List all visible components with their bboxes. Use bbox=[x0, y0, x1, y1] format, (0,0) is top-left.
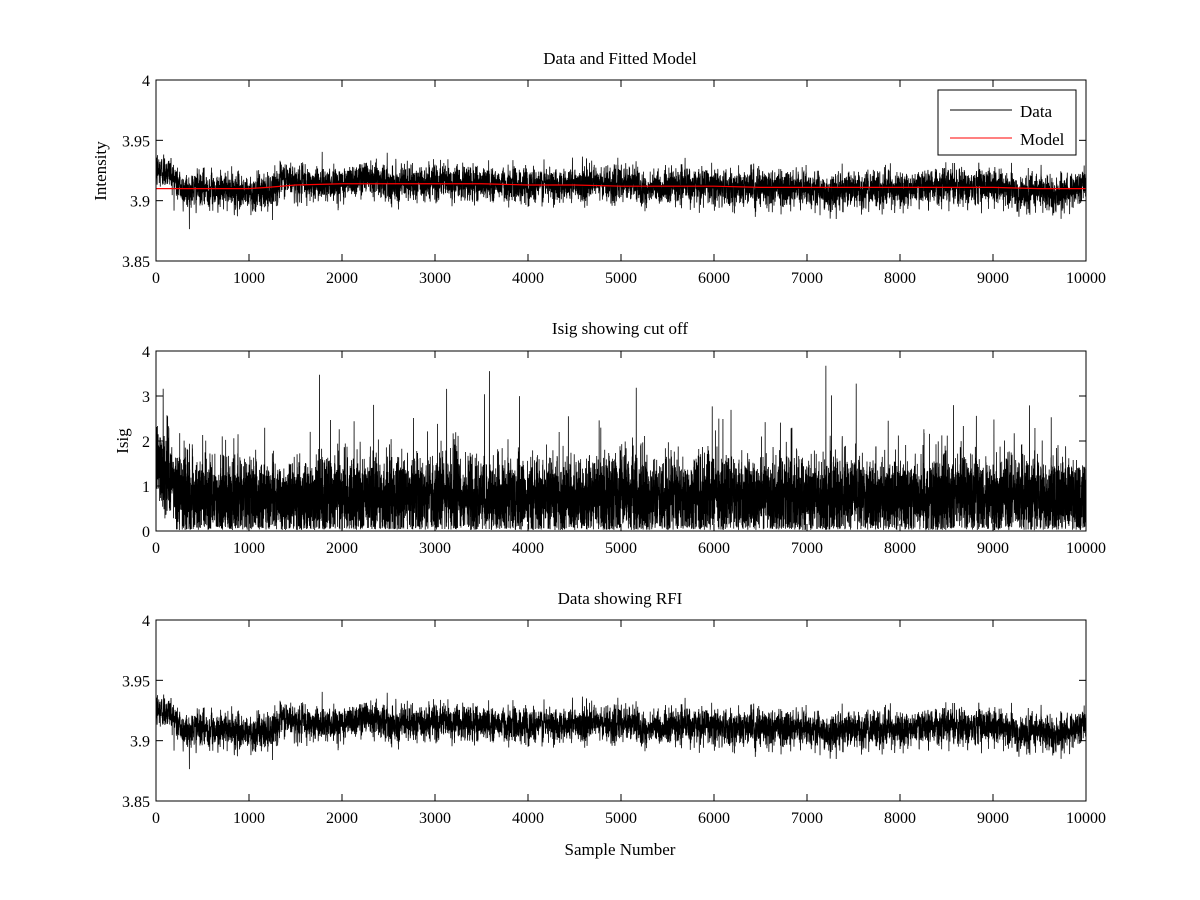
x-tick-label: 3000 bbox=[419, 270, 451, 287]
x-tick-label: 10000 bbox=[1066, 540, 1106, 557]
plot-area: 0 1000 2000 3000 4000 5000 6000 7000 8000 9000 100… bbox=[122, 613, 1106, 827]
x-tick-label: 9000 bbox=[977, 540, 1009, 557]
y-tick-label: 3.95 bbox=[122, 673, 150, 690]
series-group bbox=[156, 365, 1086, 531]
x-tick-label: 5000 bbox=[605, 270, 637, 287]
y-axis-label: Isig bbox=[113, 428, 132, 454]
x-tick-label: 4000 bbox=[512, 540, 544, 557]
series-line-data bbox=[156, 148, 1086, 230]
y-tick-label: 4 bbox=[142, 344, 150, 361]
y-tick-label: 3.85 bbox=[122, 794, 150, 811]
x-tick-label: 5000 bbox=[605, 540, 637, 557]
x-tick-label: 4000 bbox=[512, 810, 544, 827]
x-axis-label: Sample Number bbox=[565, 840, 676, 859]
x-tick-label: 7000 bbox=[791, 540, 823, 557]
x-tick-label: 5000 bbox=[605, 810, 637, 827]
x-tick-label: 8000 bbox=[884, 810, 916, 827]
y-tick-label: 2 bbox=[142, 434, 150, 451]
x-tick-label: 2000 bbox=[326, 810, 358, 827]
panel-data-showing-rfi: Data showing RFI 0 1000 2000 3000 4000 5000 60… bbox=[122, 589, 1106, 859]
x-tick-label: 4000 bbox=[512, 270, 544, 287]
series-group bbox=[156, 688, 1086, 770]
x-tick-label: 7000 bbox=[791, 810, 823, 827]
plot-area: 0 1000 2000 3000 4000 5000 6000 7000 8000 9000 100… bbox=[142, 344, 1106, 557]
x-tick-label: 6000 bbox=[698, 270, 730, 287]
x-tick-label: 10000 bbox=[1066, 270, 1106, 287]
x-tick-label: 1000 bbox=[233, 810, 265, 827]
panel-title: Data and Fitted Model bbox=[543, 49, 697, 68]
panel-title: Data showing RFI bbox=[558, 589, 683, 608]
series-line-model bbox=[156, 183, 1086, 190]
panel-title: Isig showing cut off bbox=[552, 319, 688, 338]
x-tick-label: 8000 bbox=[884, 270, 916, 287]
y-tick-label: 4 bbox=[142, 613, 150, 630]
x-tick-label: 10000 bbox=[1066, 810, 1106, 827]
x-tick-label: 2000 bbox=[326, 270, 358, 287]
y-tick-label: 3.9 bbox=[130, 734, 150, 751]
series-line-data bbox=[156, 688, 1086, 770]
x-tick-label: 0 bbox=[152, 270, 160, 287]
y-tick-label: 4 bbox=[142, 73, 150, 90]
y-tick-label: 3.95 bbox=[122, 133, 150, 150]
legend-box bbox=[937, 89, 1077, 156]
panel-isig: Isig showing cut off Isig 0 1000 2000 3000 4… bbox=[113, 319, 1106, 557]
x-tick-label: 6000 bbox=[698, 810, 730, 827]
x-tick-label: 0 bbox=[152, 810, 160, 827]
x-tick-label: 9000 bbox=[977, 810, 1009, 827]
x-tick-label: 9000 bbox=[977, 270, 1009, 287]
y-tick-label: 3 bbox=[142, 389, 150, 406]
x-tick-label: 3000 bbox=[419, 540, 451, 557]
x-tick-label: 1000 bbox=[233, 270, 265, 287]
plot-area: 0 1000 2000 3000 4000 5000 6000 7000 8000 9000 100… bbox=[122, 73, 1106, 287]
y-tick-label: 1 bbox=[142, 479, 150, 496]
panel-data-and-model: Data and Fitted Model Intensity 0 1000 200… bbox=[91, 49, 1106, 287]
x-tick-label: 1000 bbox=[233, 540, 265, 557]
y-tick-label: 3.85 bbox=[122, 254, 150, 271]
x-tick-label: 3000 bbox=[419, 810, 451, 827]
x-tick-label: 6000 bbox=[698, 540, 730, 557]
series-group bbox=[156, 148, 1086, 230]
x-tick-label: 7000 bbox=[791, 270, 823, 287]
series-line-isig bbox=[156, 365, 1086, 531]
y-tick-label: 3.9 bbox=[130, 194, 150, 211]
x-tick-label: 0 bbox=[152, 540, 160, 557]
legend: Data Model bbox=[937, 89, 1077, 156]
y-tick-label: 0 bbox=[142, 524, 150, 541]
legend-label-model: Model bbox=[1020, 130, 1065, 149]
x-tick-label: 8000 bbox=[884, 540, 916, 557]
legend-label-data: Data bbox=[1020, 102, 1053, 121]
y-axis-label: Intensity bbox=[91, 141, 110, 201]
x-tick-label: 2000 bbox=[326, 540, 358, 557]
